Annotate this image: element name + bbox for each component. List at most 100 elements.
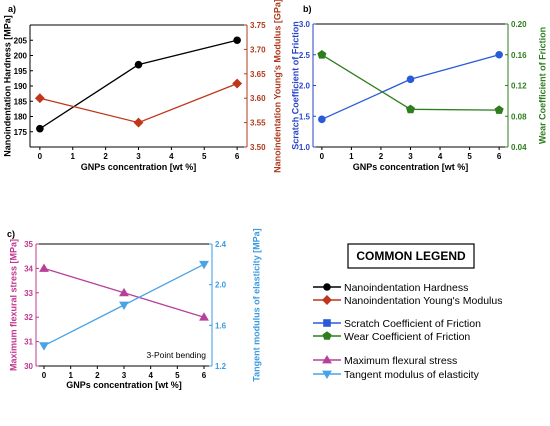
- y-right-axis-label: Tangent modulus of elasticity [MPa]: [251, 228, 261, 381]
- series-line-1: [39, 39, 238, 130]
- x-tick-label: 0: [42, 371, 47, 380]
- y-right-tick-label: 3.70: [250, 45, 266, 54]
- y-left-tick-label: 1.5: [299, 112, 311, 121]
- y-right-tick-label: 3.75: [250, 21, 266, 30]
- data-point-1: [406, 75, 415, 84]
- legend-label: Scratch Coefficient of Friction: [344, 318, 481, 330]
- x-tick-label: 6: [235, 152, 240, 161]
- legend-marker-triangle-up-icon: [322, 355, 332, 364]
- x-tick-label: 3: [408, 152, 413, 161]
- x-tick-label: 1: [68, 371, 73, 380]
- panel-label: a): [8, 4, 16, 14]
- legend-marker-circle-icon: [323, 283, 331, 291]
- y-left-tick-label: 185: [14, 97, 28, 106]
- legend-marker-diamond-icon: [322, 295, 332, 305]
- legend-item: Nanoindentation Young's Modulus: [313, 295, 502, 307]
- legend-title-box: [347, 243, 475, 269]
- data-point-2: [133, 117, 144, 128]
- legend-item: Nanoindentation Hardness: [313, 282, 468, 294]
- data-point-2: [39, 342, 49, 351]
- legend-marker-pentagon-icon: [322, 331, 332, 340]
- y-left-tick-label: 2.0: [299, 82, 311, 91]
- chart-annotation: 3-Point bending: [146, 350, 206, 360]
- y-right-tick-label: 0.20: [511, 20, 527, 29]
- x-tick-label: 0: [38, 152, 43, 161]
- data-point-2: [119, 301, 129, 310]
- y-right-tick-label: 3.60: [250, 94, 266, 103]
- data-point-1: [233, 36, 241, 45]
- x-tick-label: 0: [320, 152, 325, 161]
- data-point-1: [318, 115, 326, 124]
- x-tick-label: 6: [202, 371, 207, 380]
- data-point-1: [134, 60, 143, 69]
- y-right-tick-label: 0.08: [511, 112, 527, 121]
- y-right-axis-label: Nanoindentation Young's Modulus [GPa]: [272, 0, 282, 173]
- y-left-tick-label: 205: [14, 36, 28, 45]
- y-left-tick-label: 35: [24, 240, 33, 249]
- x-tick-label: 4: [148, 371, 153, 380]
- legend-label: Tangent modulus of elasticity: [344, 369, 480, 381]
- y-left-axis-label: Scratch Coefficient of Friction: [290, 21, 300, 150]
- y-right-tick-label: 0.12: [511, 82, 527, 91]
- data-point-2: [199, 260, 209, 270]
- x-tick-label: 2: [379, 152, 384, 161]
- legend-label: Nanoindentation Young's Modulus: [344, 295, 502, 307]
- panel-label: b): [303, 4, 312, 14]
- legend-item: Wear Coefficient of Friction: [313, 331, 470, 343]
- x-tick-label: 5: [467, 152, 472, 161]
- y-left-axis-label: Maximum flexural stress [MPa]: [8, 239, 18, 371]
- x-tick-label: 4: [169, 152, 174, 161]
- x-axis-label: GNPs concentration [wt %]: [353, 162, 469, 172]
- y-right-tick-label: 3.50: [250, 143, 266, 152]
- data-point-1: [199, 312, 209, 321]
- x-axis-label: GNPs concentration [wt %]: [81, 162, 197, 172]
- x-tick-label: 6: [497, 152, 502, 161]
- y-right-tick-label: 0.04: [511, 143, 527, 152]
- y-right-tick-label: 2.4: [215, 240, 227, 249]
- legend-item: Maximum flexural stress: [313, 355, 457, 367]
- chart-panel-2: b) 0 1 2 3 4 5 6 GNPs concentration [wt %] 1.0 1.5…: [290, 4, 547, 172]
- data-point-1: [36, 124, 44, 133]
- legend-item: Scratch Coefficient of Friction: [313, 318, 481, 330]
- y-left-tick-label: 34: [24, 264, 33, 273]
- data-point-1: [39, 263, 49, 272]
- y-right-tick-label: 0.16: [511, 51, 527, 60]
- legend-marker-square-icon: [323, 319, 331, 327]
- legend-item: Tangent modulus of elasticity: [313, 369, 480, 381]
- y-left-tick-label: 3.0: [299, 20, 311, 29]
- x-tick-label: 1: [71, 152, 76, 161]
- data-point-2: [34, 93, 45, 104]
- common-legend: COMMON LEGEND Nanoindentation HardnessNan…: [313, 243, 502, 381]
- data-point-2: [232, 78, 243, 89]
- x-tick-label: 4: [438, 152, 443, 161]
- data-point-2: [317, 50, 327, 59]
- legend-marker-triangle-down-icon: [322, 370, 332, 379]
- y-left-tick-label: 195: [14, 67, 28, 76]
- y-left-tick-label: 32: [24, 313, 33, 322]
- panel-label: c): [7, 229, 15, 239]
- y-right-tick-label: 3.65: [250, 70, 266, 79]
- y-left-tick-label: 1.0: [299, 143, 311, 152]
- data-point-1: [495, 50, 503, 59]
- y-left-axis-label: Nanoindentation Hardness [MPa]: [2, 15, 12, 157]
- x-tick-label: 3: [122, 371, 127, 380]
- x-axis-label: GNPs concentration [wt %]: [66, 380, 182, 390]
- y-left-tick-label: 33: [24, 289, 33, 298]
- legend-label: Nanoindentation Hardness: [344, 282, 468, 294]
- y-left-tick-label: 180: [14, 113, 28, 122]
- y-left-tick-label: 30: [24, 362, 33, 371]
- legend-title: COMMON LEGEND: [356, 249, 466, 263]
- chart-panel-1: a) 0 1 2 3 4 5 6 GNPs concentration [wt %] 175 180…: [2, 0, 282, 173]
- legend-label: Maximum flexural stress: [344, 355, 457, 367]
- y-left-tick-label: 175: [14, 128, 28, 137]
- x-tick-label: 5: [175, 371, 180, 380]
- data-point-2: [494, 105, 504, 114]
- x-tick-label: 1: [349, 152, 354, 161]
- y-left-tick-label: 2.5: [299, 51, 311, 60]
- series-line-2: [39, 82, 238, 124]
- y-right-tick-label: 1.6: [215, 321, 227, 330]
- y-right-tick-label: 3.55: [250, 119, 266, 128]
- x-tick-label: 5: [202, 152, 207, 161]
